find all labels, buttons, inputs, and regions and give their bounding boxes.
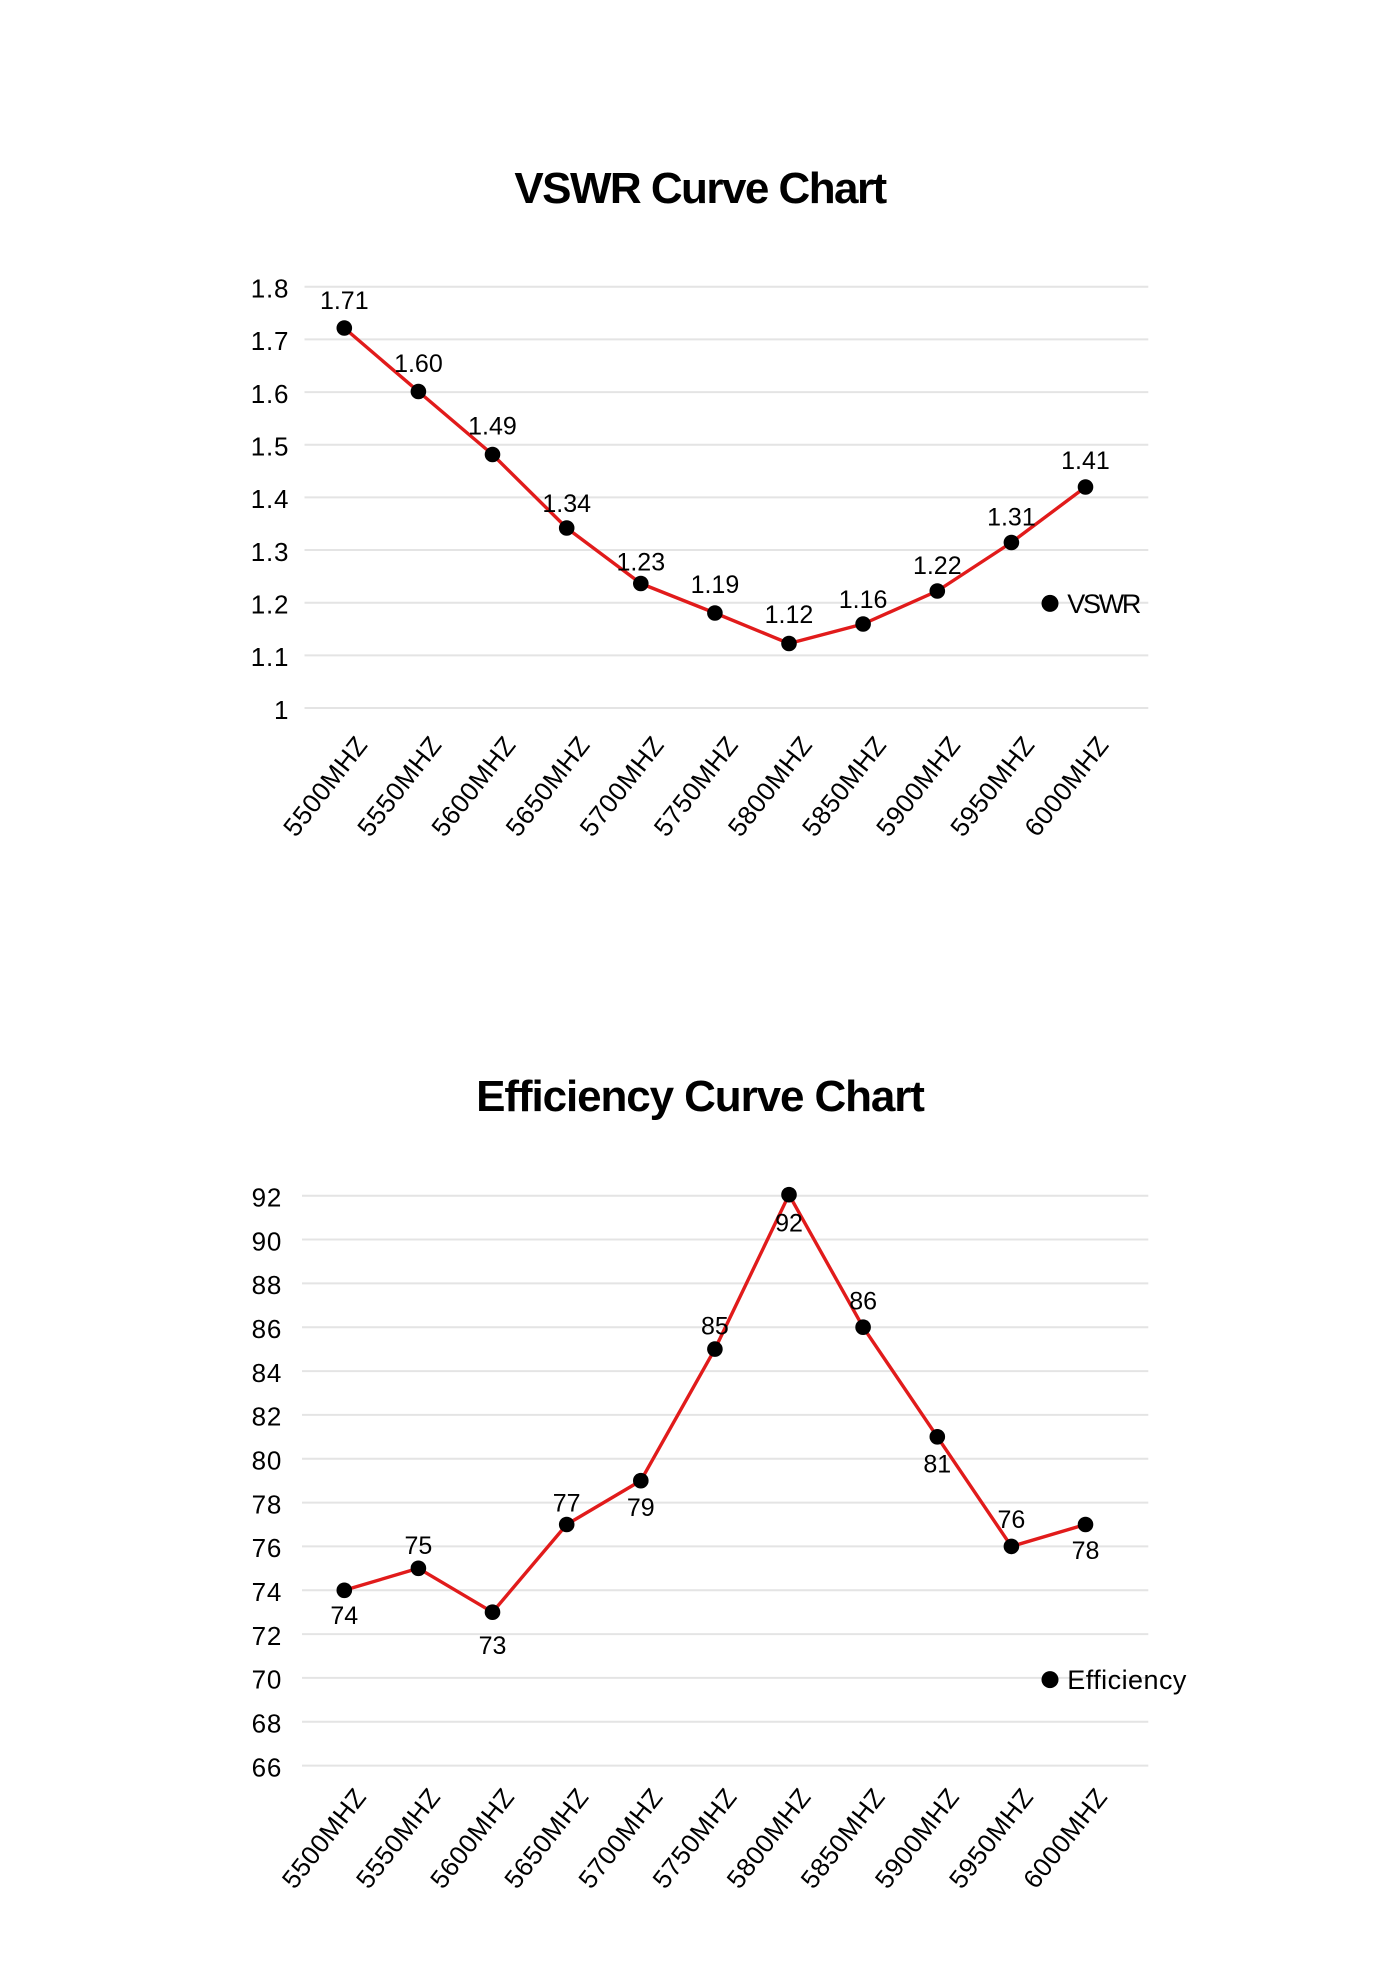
svg-text:80: 80 (252, 1446, 283, 1476)
svg-text:1.6: 1.6 (251, 379, 290, 409)
svg-text:1.12: 1.12 (765, 601, 814, 629)
svg-text:1.2: 1.2 (251, 590, 290, 620)
svg-text:VSWR Curve Chart: VSWR Curve Chart (514, 164, 887, 213)
svg-text:81: 81 (923, 1451, 951, 1479)
svg-text:78: 78 (1072, 1537, 1100, 1565)
svg-text:1.1: 1.1 (251, 642, 290, 672)
svg-text:86: 86 (849, 1288, 877, 1316)
svg-text:85: 85 (701, 1313, 729, 1341)
svg-text:1.49: 1.49 (468, 412, 517, 440)
svg-text:68: 68 (252, 1709, 283, 1739)
svg-text:1: 1 (274, 695, 289, 725)
svg-text:72: 72 (252, 1621, 283, 1651)
svg-text:1.31: 1.31 (987, 503, 1036, 531)
svg-text:1.34: 1.34 (542, 490, 591, 518)
svg-text:90: 90 (252, 1226, 283, 1256)
svg-text:1.4: 1.4 (251, 484, 290, 514)
svg-text:VSWR: VSWR (1067, 589, 1141, 619)
svg-text:86: 86 (252, 1314, 283, 1344)
svg-text:1.8: 1.8 (251, 274, 290, 304)
svg-text:1.71: 1.71 (320, 287, 369, 315)
svg-text:73: 73 (479, 1632, 507, 1660)
svg-text:Efficiency: Efficiency (1067, 1665, 1187, 1695)
svg-text:74: 74 (330, 1602, 358, 1630)
svg-text:84: 84 (252, 1358, 283, 1388)
svg-text:70: 70 (252, 1665, 283, 1695)
svg-text:92: 92 (252, 1183, 283, 1213)
svg-text:76: 76 (252, 1533, 283, 1563)
svg-text:78: 78 (252, 1489, 283, 1519)
svg-text:76: 76 (997, 1506, 1025, 1534)
svg-text:1.23: 1.23 (616, 548, 665, 576)
svg-text:88: 88 (252, 1270, 283, 1300)
svg-text:75: 75 (404, 1532, 432, 1560)
svg-text:1.5: 1.5 (251, 432, 290, 462)
svg-text:82: 82 (252, 1402, 283, 1432)
svg-text:66: 66 (252, 1752, 283, 1782)
svg-text:1.19: 1.19 (691, 571, 740, 599)
svg-text:Efficiency Curve Chart: Efficiency Curve Chart (476, 1072, 925, 1121)
svg-text:1.60: 1.60 (394, 350, 443, 378)
svg-text:1.16: 1.16 (839, 586, 888, 614)
svg-text:79: 79 (627, 1494, 655, 1522)
svg-text:92: 92 (775, 1210, 803, 1238)
svg-text:1.41: 1.41 (1061, 447, 1110, 475)
svg-text:1.22: 1.22 (913, 552, 962, 580)
svg-text:1.7: 1.7 (251, 326, 290, 356)
svg-text:77: 77 (553, 1489, 581, 1517)
svg-text:1.3: 1.3 (251, 537, 290, 567)
svg-text:74: 74 (252, 1577, 283, 1607)
